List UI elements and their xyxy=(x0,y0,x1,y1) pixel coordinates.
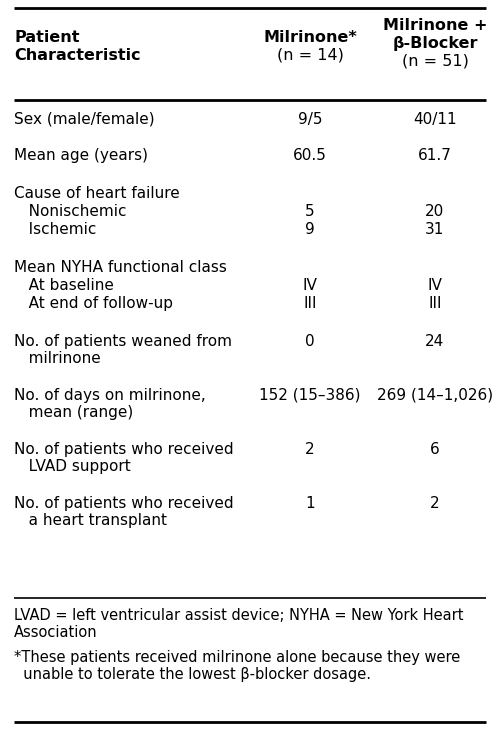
Text: Nonischemic: Nonischemic xyxy=(14,204,126,219)
Text: Milrinone*: Milrinone* xyxy=(263,30,357,45)
Text: 2: 2 xyxy=(305,442,315,457)
Text: At end of follow-up: At end of follow-up xyxy=(14,296,173,311)
Text: (n = 51): (n = 51) xyxy=(402,54,468,69)
Text: β-Blocker: β-Blocker xyxy=(392,36,478,51)
Text: LVAD = left ventricular assist device; NYHA = New York Heart
Association: LVAD = left ventricular assist device; N… xyxy=(14,608,464,640)
Text: At baseline: At baseline xyxy=(14,278,114,293)
Text: 40/11: 40/11 xyxy=(413,112,457,127)
Text: 269 (14–1,026): 269 (14–1,026) xyxy=(377,388,493,403)
Text: 2: 2 xyxy=(430,496,440,511)
Text: 152 (15–386): 152 (15–386) xyxy=(259,388,361,403)
Text: IV: IV xyxy=(302,278,318,293)
Text: Milrinone +: Milrinone + xyxy=(383,18,487,33)
Text: Mean age (years): Mean age (years) xyxy=(14,148,148,163)
Text: No. of days on milrinone,: No. of days on milrinone, xyxy=(14,388,206,403)
Text: 60.5: 60.5 xyxy=(293,148,327,163)
Text: 31: 31 xyxy=(426,222,444,237)
Text: *These patients received milrinone alone because they were
  unable to tolerate : *These patients received milrinone alone… xyxy=(14,650,460,683)
Text: 6: 6 xyxy=(430,442,440,457)
Text: mean (range): mean (range) xyxy=(14,405,133,420)
Text: IV: IV xyxy=(428,278,442,293)
Text: LVAD support: LVAD support xyxy=(14,459,131,474)
Text: Patient: Patient xyxy=(14,30,80,45)
Text: 0: 0 xyxy=(305,334,315,349)
Text: 24: 24 xyxy=(426,334,444,349)
Text: 5: 5 xyxy=(305,204,315,219)
Text: Mean NYHA functional class: Mean NYHA functional class xyxy=(14,260,227,275)
Text: 20: 20 xyxy=(426,204,444,219)
Text: Characteristic: Characteristic xyxy=(14,48,140,63)
Text: milrinone: milrinone xyxy=(14,351,101,366)
Text: 9: 9 xyxy=(305,222,315,237)
Text: No. of patients who received: No. of patients who received xyxy=(14,442,234,457)
Text: Cause of heart failure: Cause of heart failure xyxy=(14,186,180,201)
Text: No. of patients who received: No. of patients who received xyxy=(14,496,234,511)
Text: Sex (male/female): Sex (male/female) xyxy=(14,112,154,127)
Text: (n = 14): (n = 14) xyxy=(276,48,344,63)
Text: a heart transplant: a heart transplant xyxy=(14,513,167,528)
Text: 9/5: 9/5 xyxy=(298,112,322,127)
Text: Ischemic: Ischemic xyxy=(14,222,96,237)
Text: III: III xyxy=(428,296,442,311)
Text: 61.7: 61.7 xyxy=(418,148,452,163)
Text: III: III xyxy=(303,296,317,311)
Text: 1: 1 xyxy=(305,496,315,511)
Text: No. of patients weaned from: No. of patients weaned from xyxy=(14,334,232,349)
